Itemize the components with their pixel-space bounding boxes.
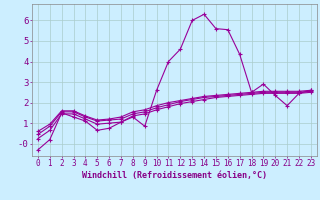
X-axis label: Windchill (Refroidissement éolien,°C): Windchill (Refroidissement éolien,°C) (82, 171, 267, 180)
